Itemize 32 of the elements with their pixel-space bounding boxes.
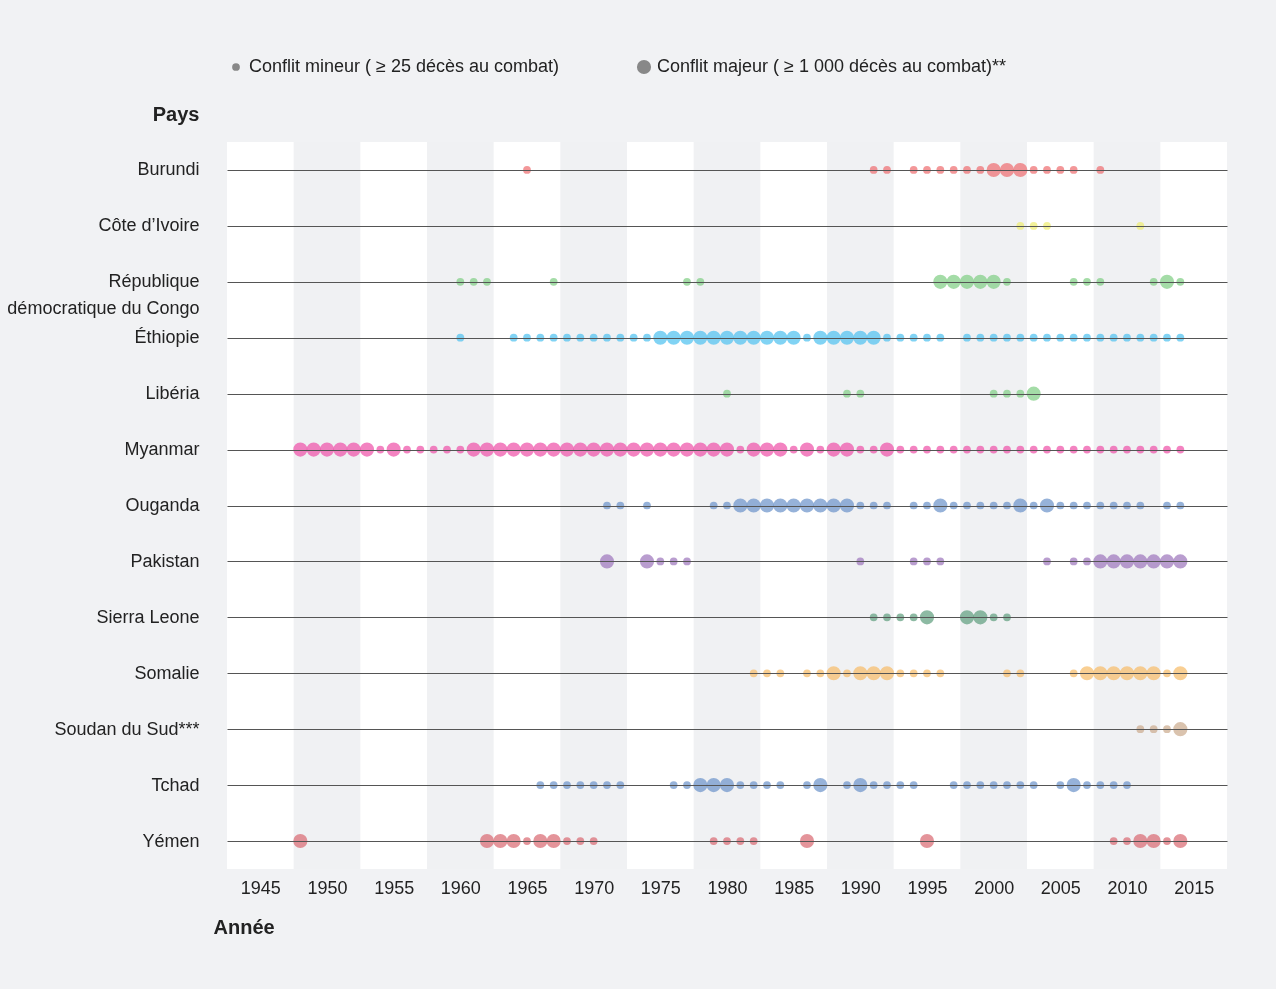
y-tick-label: Sierra Leone: [96, 606, 200, 627]
y-tick-label: Burundi: [137, 159, 200, 180]
x-tick-label: 1990: [840, 877, 881, 898]
y-tick-label: Soudan du Sud***: [54, 718, 200, 739]
y-tick-label: Ouganda: [125, 495, 201, 515]
x-tick-label: 1995: [907, 877, 948, 898]
x-tick-label: 2010: [1107, 877, 1148, 898]
x-tick-label: 1975: [640, 877, 681, 898]
y-tick-label: Libéria: [145, 383, 201, 404]
x-tick-label: 1960: [440, 877, 481, 898]
y-tick-label: Somalie: [134, 662, 200, 683]
x-tick-label: 2000: [974, 877, 1015, 898]
legend-label: Conflit majeur ( ≥ 1 000 décès au combat)**: [657, 56, 1007, 76]
y-axis-title: Pays: [152, 102, 200, 125]
y-tick-label: Éthiopie: [134, 327, 200, 348]
x-tick-label: 1950: [307, 877, 348, 898]
x-axis-title: Année: [213, 915, 275, 938]
y-tick-label: Yémen: [142, 830, 200, 851]
legend-label: Conflit mineur ( ≥ 25 décès au combat): [249, 56, 560, 76]
x-tick-label: 1985: [774, 877, 815, 898]
y-tick-label: République démocratique du Congo: [7, 271, 200, 319]
y-tick-label: Côte d’Ivoire: [98, 215, 200, 236]
x-tick-label: 2005: [1040, 877, 1081, 898]
x-tick-label: 1945: [240, 877, 281, 898]
y-tick-label: Pakistan: [130, 550, 200, 571]
x-tick-label: 1980: [707, 877, 748, 898]
y-tick-label: Tchad: [151, 774, 200, 795]
x-tick-label: 1970: [574, 877, 615, 898]
x-tick-label: 1965: [507, 877, 548, 898]
x-tick-label: 2015: [1174, 877, 1215, 898]
x-tick-label: 1955: [374, 877, 415, 898]
y-tick-label: Myanmar: [124, 439, 200, 460]
